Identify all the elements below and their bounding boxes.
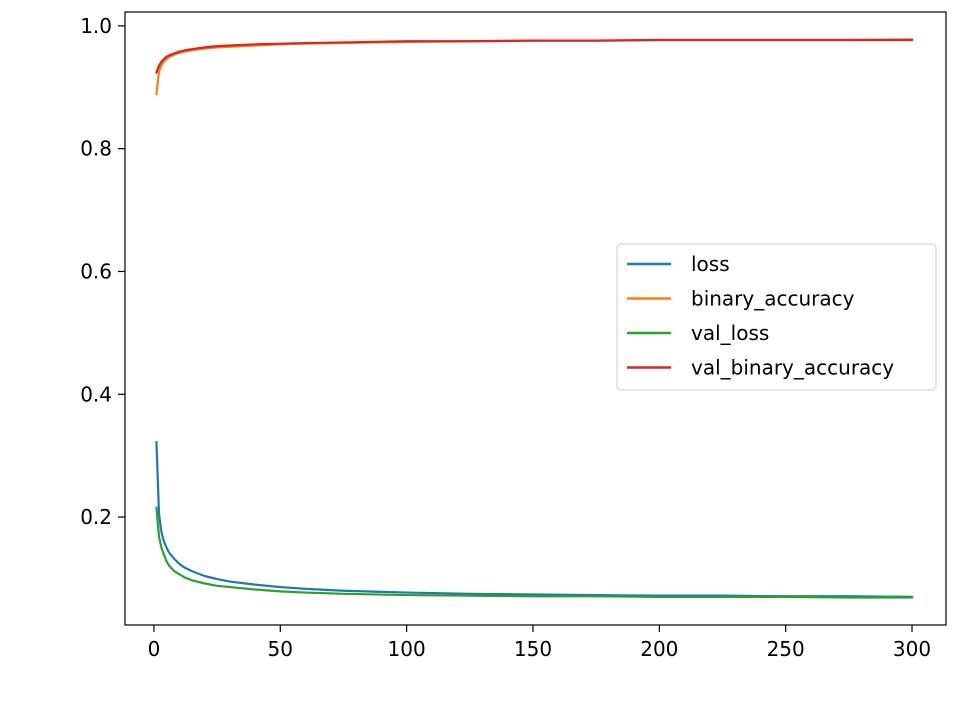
x-tick-label: 100: [388, 637, 426, 661]
plot-area-frame: [124, 11, 947, 626]
y-tick-label: 0.4: [80, 382, 112, 406]
x-tick-label: 300: [893, 637, 931, 661]
legend: loss binary_accuracy val_loss val_binary_ac…: [616, 243, 937, 391]
x-axis: 0 50 100 150 200 250 300: [148, 625, 931, 661]
y-tick-label: 1.0: [80, 14, 112, 38]
series-line-binary-accuracy: [155, 38, 914, 96]
x-tick-label: 250: [767, 637, 805, 661]
legend-box: [616, 243, 937, 391]
x-tick-label: 150: [514, 637, 552, 661]
y-tick-label: 0.2: [80, 505, 112, 529]
series-line-val-loss: [155, 506, 914, 599]
x-tick-label: 50: [268, 637, 293, 661]
series-line-val-binary-accuracy: [155, 38, 914, 74]
legend-label: loss: [691, 252, 730, 276]
x-tick-label: 0: [148, 637, 161, 661]
y-axis: 0.2 0.4 0.6 0.8 1.0: [80, 14, 125, 529]
legend-label: binary_accuracy: [691, 287, 855, 311]
y-tick-label: 0.6: [80, 259, 112, 283]
legend-label: val_loss: [691, 321, 769, 345]
x-tick-label: 200: [640, 637, 678, 661]
series-line-loss: [155, 441, 914, 598]
series-layer: [155, 38, 914, 599]
y-tick-label: 0.8: [80, 137, 112, 161]
legend-label: val_binary_accuracy: [691, 356, 894, 380]
